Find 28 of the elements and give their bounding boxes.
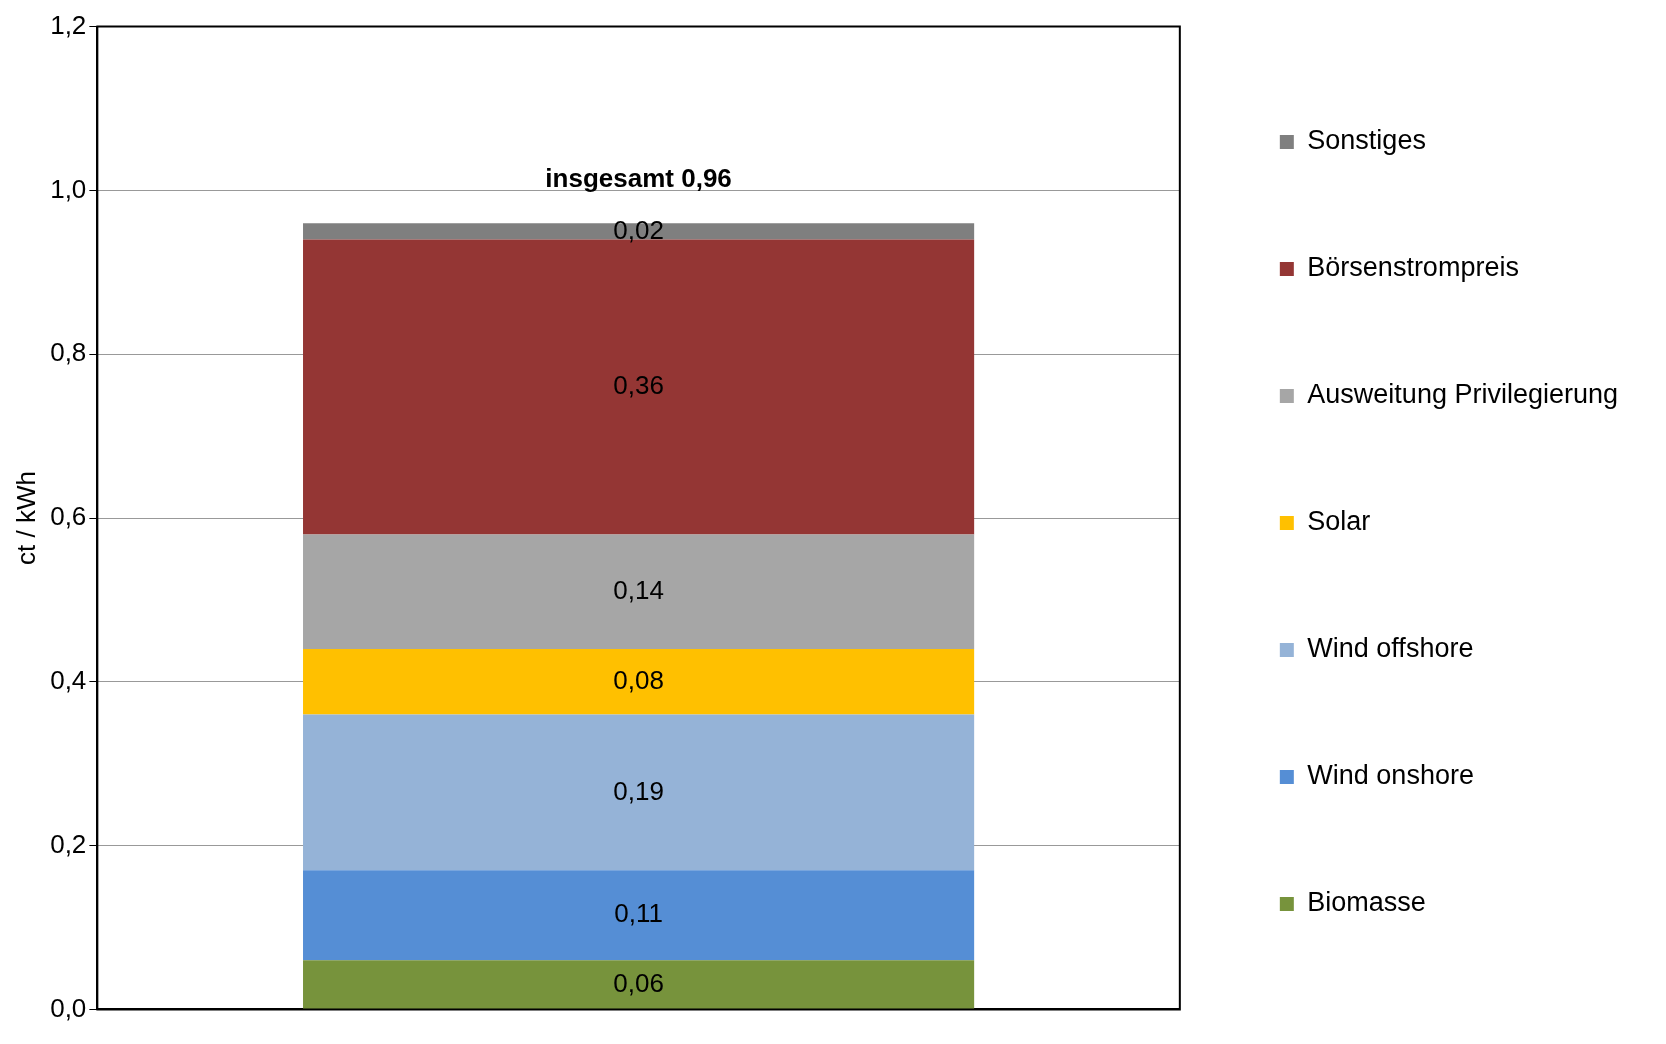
legend-label: Wind offshore [1307,633,1474,664]
bar [303,960,975,1009]
legend-label: Solar [1307,506,1371,537]
data-label: 0,14 [613,574,664,605]
y-tick-label: 1,2 [50,9,87,40]
data-label: 0,06 [613,967,664,998]
y-tick-label: 1,0 [50,173,87,204]
legend-label: Biomasse [1307,887,1426,918]
total-label: insgesamt 0,96 [545,163,732,194]
bar [303,714,975,871]
data-label: 0,11 [614,898,663,929]
data-label: 0,36 [613,370,664,401]
bar [303,649,975,715]
bar [303,870,975,961]
y-tick-label: 0,2 [50,828,87,859]
data-label: 0,08 [613,664,664,695]
y-tick-label: 0,8 [50,337,87,368]
y-tick-label: 0,0 [50,992,87,1023]
legend-label: Wind onshore [1307,760,1474,791]
bar [303,534,975,650]
legend-label: Ausweitung Privilegierung [1307,379,1618,410]
legend-label: Börsenstrompreis [1307,252,1519,283]
y-axis-title: ct / kWh [10,471,41,565]
data-label: 0,19 [613,775,664,806]
data-label: 0,02 [613,214,664,245]
y-tick-label: 0,4 [50,664,87,695]
y-tick-label: 0,6 [50,501,87,532]
legend-label: Sonstiges [1307,125,1426,156]
